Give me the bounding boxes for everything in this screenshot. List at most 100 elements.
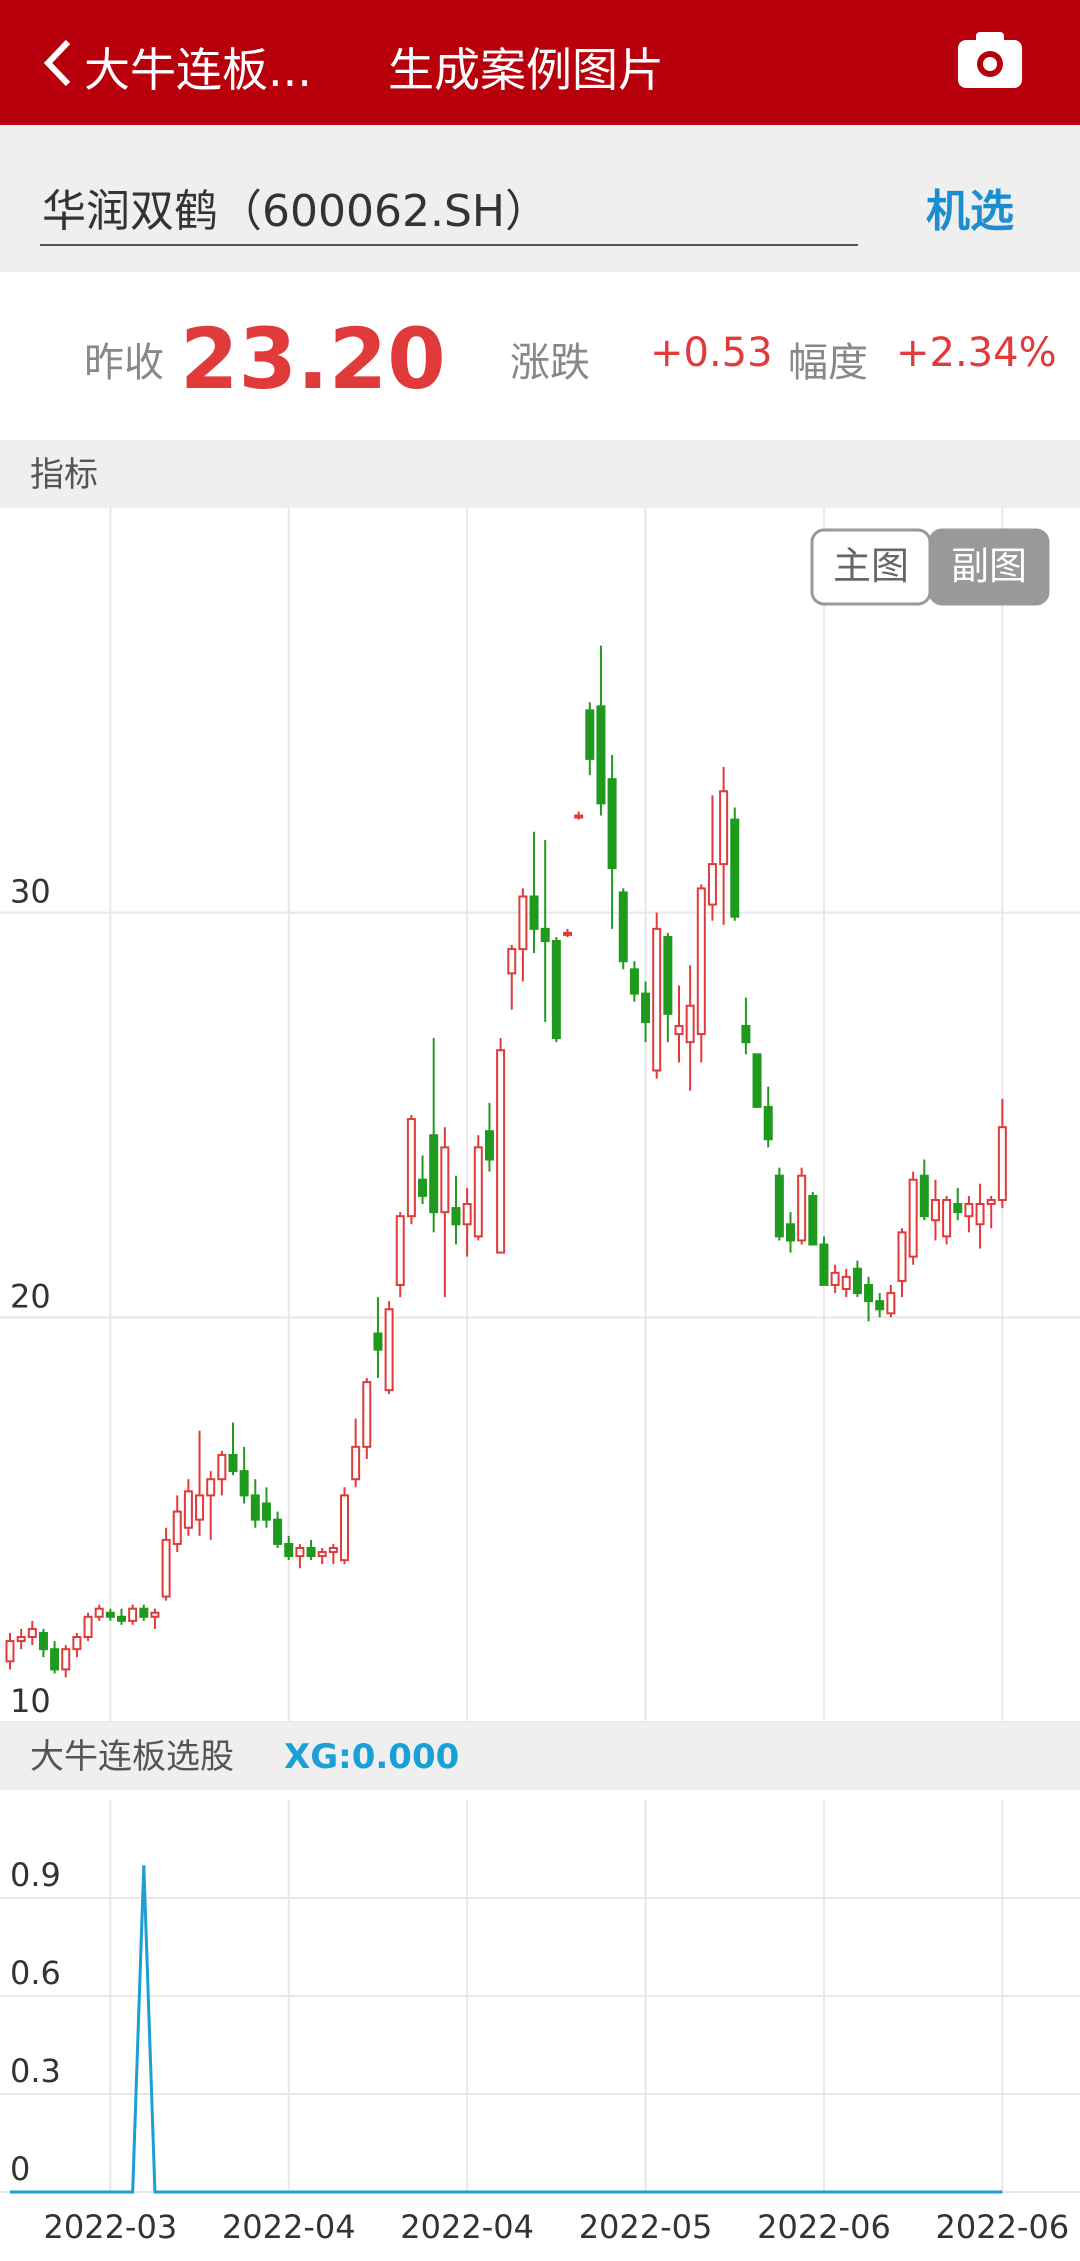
candle-body (719, 790, 729, 866)
y-tick-label: 0 (10, 2150, 30, 2188)
y-tick-label: 20 (10, 1277, 51, 1315)
candle-body (27, 1627, 37, 1639)
candle-body (696, 887, 706, 1036)
candle-body (629, 968, 639, 995)
section-title: 指标 (30, 455, 98, 495)
candle-body (730, 818, 740, 918)
candle-body (261, 1502, 271, 1521)
candle-body (763, 1105, 773, 1141)
candle-body (864, 1283, 874, 1303)
candle-body (975, 1203, 985, 1226)
candle-body (340, 1494, 349, 1562)
pct-label: 幅度 (788, 340, 868, 386)
candle-body (384, 1308, 394, 1392)
y-tick-label: 0.9 (10, 1856, 61, 1894)
candle-body (139, 1607, 149, 1618)
candle-body (551, 939, 561, 1040)
candle-body (273, 1518, 283, 1545)
candle-body (50, 1648, 60, 1671)
quote-row: 昨收 23.20 涨跌 +0.53 幅度 +2.34% (0, 272, 1080, 440)
candle-body (518, 895, 528, 951)
candle-body (362, 1381, 372, 1448)
candle-body (473, 1146, 483, 1238)
candle-body (172, 1510, 182, 1545)
candle-body (406, 1118, 416, 1218)
candle-body (641, 992, 651, 1023)
toggle-button[interactable] (928, 528, 1050, 606)
candle-body (674, 1024, 684, 1036)
page-title: 生成案例图片 (388, 43, 664, 97)
candle-body (875, 1300, 885, 1311)
candle-body (819, 1243, 829, 1286)
candle-body (429, 1134, 439, 1214)
candle-body (574, 814, 584, 819)
candle-body (986, 1198, 996, 1206)
back-icon[interactable] (40, 38, 74, 88)
candle-body (808, 1194, 818, 1246)
candle-body (652, 927, 662, 1072)
candle-body (786, 1223, 795, 1242)
candle-body (61, 1648, 71, 1671)
candle-body (373, 1332, 383, 1351)
pct: +2.34% (896, 330, 1057, 376)
x-tick-label: 2022-03 (43, 2208, 177, 2246)
candle-body (418, 1178, 428, 1197)
toggle-label[interactable]: 副图 (951, 544, 1027, 588)
candle-body (741, 1024, 751, 1044)
candle-body (206, 1478, 216, 1497)
candle-body (507, 948, 517, 975)
candle-body (953, 1203, 963, 1214)
candle-body (797, 1174, 807, 1242)
candle-body (150, 1611, 160, 1618)
candle-body (484, 1130, 494, 1161)
search-bar: 华润双鹤（600062.SH） 机选 (0, 125, 1080, 272)
back-title[interactable]: 大牛连板... (84, 43, 312, 97)
candle-body (317, 1551, 327, 1558)
candle-body (183, 1490, 193, 1529)
x-tick-label: 2022-06 (935, 2208, 1069, 2246)
candle-body (685, 1004, 695, 1044)
candle-body (774, 1174, 784, 1238)
candle-body (585, 709, 595, 760)
candle-body (886, 1292, 896, 1315)
candle-body (942, 1198, 952, 1238)
candle-body (239, 1470, 249, 1497)
stock-input[interactable]: 华润双鹤（600062.SH） (42, 186, 549, 237)
candle-body (328, 1546, 338, 1554)
y-tick-label: 30 (10, 873, 51, 911)
candle-body (752, 1053, 762, 1108)
candle-body (462, 1203, 472, 1226)
candle-body (38, 1631, 48, 1651)
candle-body (596, 705, 606, 805)
toggle-label[interactable]: 主图 (833, 544, 909, 588)
candle-body (663, 935, 673, 1015)
candle-body (83, 1615, 93, 1639)
candle-body (195, 1494, 205, 1521)
input-underline (40, 244, 858, 246)
change: +0.53 (650, 330, 773, 376)
candle-body (117, 1615, 126, 1622)
candle-body (529, 895, 539, 930)
x-tick-label: 2022-04 (400, 2208, 534, 2246)
candle-body (540, 927, 550, 942)
candle-body (295, 1546, 305, 1558)
section-bar (0, 440, 1080, 508)
candle-body (852, 1267, 862, 1295)
prev-close: 23.20 (180, 310, 446, 408)
y-tick-label: 0.6 (10, 1954, 61, 1992)
section-title: 大牛连板选股 (30, 1737, 234, 1777)
change-label: 涨跌 (510, 340, 590, 386)
camera-icon[interactable] (956, 30, 1024, 90)
y-tick-label: 10 (10, 1682, 51, 1720)
candle-body (228, 1453, 238, 1473)
candle-body (284, 1542, 294, 1558)
random-pick-button[interactable]: 机选 (926, 186, 1014, 237)
signal-line (10, 1865, 1003, 2194)
candle-body (351, 1445, 361, 1481)
x-tick-label: 2022-06 (757, 2208, 891, 2246)
y-tick-label: 0.3 (10, 2052, 61, 2090)
candle-body (897, 1231, 907, 1282)
candle-body (451, 1207, 461, 1226)
